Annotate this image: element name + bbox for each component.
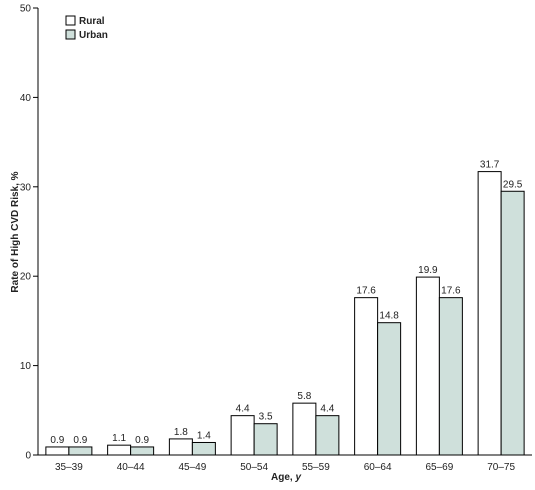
- data-label-urban: 29.5: [503, 179, 523, 190]
- bars: [45, 171, 525, 456]
- data-label-rural: 0.9: [50, 435, 64, 446]
- legend-label-urban: Urban: [79, 30, 108, 41]
- bar-urban: [253, 423, 278, 456]
- data-label-rural: 4.4: [236, 404, 250, 415]
- x-tick-label: 70–75: [487, 462, 515, 473]
- x-axis-title: Age, y: [271, 472, 301, 483]
- bar-urban: [130, 446, 155, 456]
- y-tick-label: 30: [20, 182, 32, 193]
- y-tick-label: 10: [20, 361, 32, 372]
- y-tick-label: 50: [20, 4, 32, 15]
- data-label-urban: 0.9: [135, 435, 149, 446]
- bar-urban: [191, 441, 216, 456]
- x-tick-label: 35–39: [55, 462, 83, 473]
- bar-urban: [68, 446, 93, 456]
- legend: Rural Urban: [65, 15, 108, 41]
- y-tick-label: 0: [25, 451, 31, 462]
- bar-urban: [315, 415, 340, 456]
- data-label-urban: 1.4: [197, 430, 211, 441]
- x-tick-label: 65–69: [425, 462, 453, 473]
- bar-rural: [45, 446, 70, 456]
- y-tick-label: 20: [20, 272, 32, 283]
- y-tick-label: 40: [20, 93, 32, 104]
- x-tick-label: 45–49: [178, 462, 206, 473]
- data-label-urban: 17.6: [441, 286, 461, 297]
- bar-urban: [500, 190, 525, 456]
- bar-rural: [477, 171, 502, 456]
- y-axis-title: Rate of High CVD Risk, %: [10, 171, 21, 292]
- bar-rural: [354, 297, 379, 456]
- data-label-rural: 1.1: [112, 433, 126, 444]
- legend-swatch-rural: [65, 15, 76, 26]
- data-label-rural: 17.6: [356, 286, 376, 297]
- data-label-urban: 14.8: [379, 311, 399, 322]
- legend-label-rural: Rural: [79, 16, 105, 27]
- data-label-urban: 3.5: [259, 412, 273, 423]
- data-label-rural: 5.8: [297, 391, 311, 402]
- x-tick-label: 55–59: [302, 462, 330, 473]
- data-label-rural: 19.9: [418, 265, 438, 276]
- legend-swatch-urban: [65, 29, 76, 40]
- data-label-rural: 31.7: [480, 160, 500, 171]
- data-label-rural: 1.8: [174, 427, 188, 438]
- bar-urban: [438, 297, 463, 456]
- bar-rural: [230, 415, 255, 456]
- bar-rural: [168, 438, 193, 456]
- x-tick-label: 50–54: [240, 462, 268, 473]
- bar-rural: [292, 402, 317, 456]
- bar-rural: [415, 276, 440, 456]
- bar-rural: [107, 444, 132, 456]
- data-label-urban: 4.4: [320, 404, 334, 415]
- x-tick-label: 40–44: [117, 462, 145, 473]
- data-labels: 0.9 0.9 1.1 0.9 1.8 1.4 4.4 3.5 5.8 4.4 17.6 14.8 19…: [50, 160, 522, 446]
- data-label-urban: 0.9: [73, 435, 87, 446]
- x-tick-label: 60–64: [364, 462, 392, 473]
- bar-urban: [377, 322, 402, 456]
